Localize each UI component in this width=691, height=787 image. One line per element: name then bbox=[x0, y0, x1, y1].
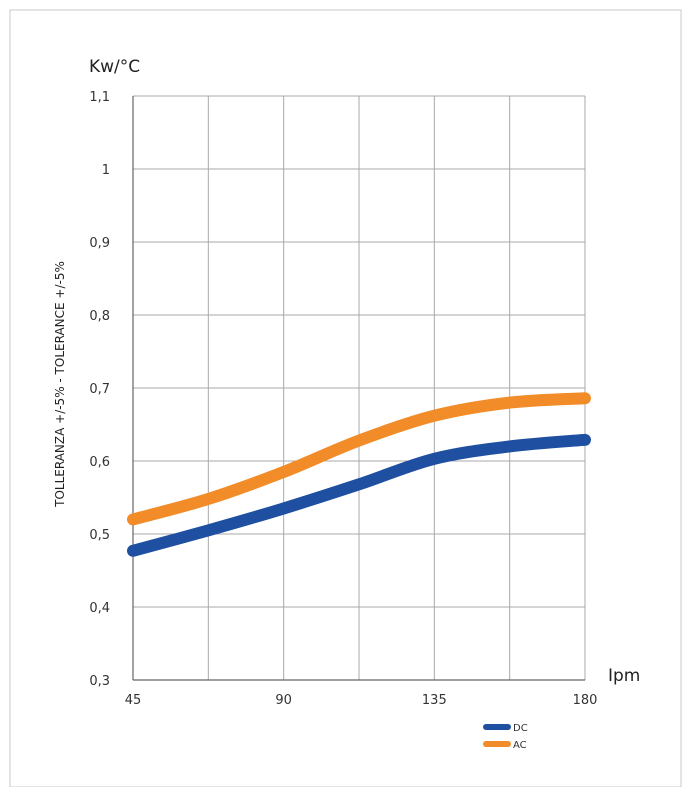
x-tick-label-0: 45 bbox=[125, 693, 142, 708]
y-tick-label-7: 1 bbox=[102, 163, 110, 178]
y-tick-label-5: 0,8 bbox=[89, 309, 110, 324]
x-unit-label: Ipm bbox=[608, 666, 640, 686]
y-tick-label-8: 1,1 bbox=[89, 90, 110, 105]
y-tick-label-0: 0,3 bbox=[89, 674, 110, 689]
x-tick-label-2: 135 bbox=[422, 693, 447, 708]
y-unit-label: Kw/°C bbox=[89, 57, 140, 77]
y-tick-label-3: 0,6 bbox=[89, 455, 110, 470]
y-axis-label: TOLLERANZA +/-5% - TOLERANCE +/-5% bbox=[53, 261, 67, 508]
y-tick-label-6: 0,9 bbox=[89, 236, 110, 251]
x-tick-label-1: 90 bbox=[275, 693, 292, 708]
y-tick-label-1: 0,4 bbox=[89, 601, 110, 616]
legend-label-ac: AC bbox=[513, 740, 527, 751]
y-tick-label-4: 0,7 bbox=[89, 382, 110, 397]
y-tick-label-2: 0,5 bbox=[89, 528, 110, 543]
x-tick-label-3: 180 bbox=[573, 693, 598, 708]
legend-label-dc: DC bbox=[513, 723, 528, 734]
